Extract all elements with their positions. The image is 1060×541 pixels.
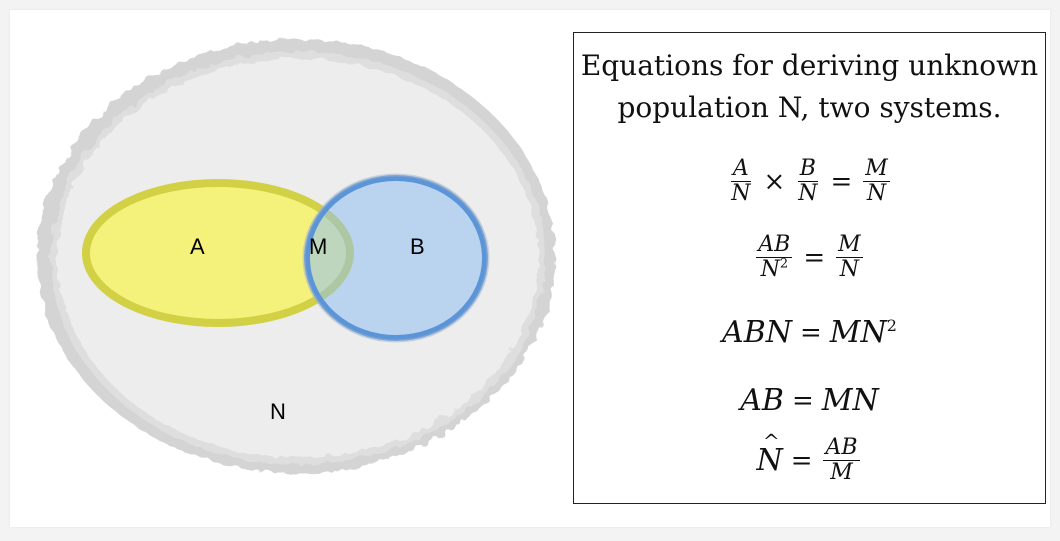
equations-box: Equations for deriving unknown populatio… (573, 32, 1046, 504)
lhs: AB (740, 383, 784, 418)
numerator: AB (756, 232, 793, 258)
numerator: A (730, 156, 751, 182)
exponent: 2 (779, 256, 789, 272)
figure: A M B N Equations for deriving unknown p… (10, 10, 1050, 527)
n-hat: N (756, 443, 782, 478)
numerator: M (863, 156, 890, 182)
equals-sign: = (791, 385, 814, 416)
base: N (760, 257, 780, 282)
equals-sign: = (803, 242, 826, 273)
denominator: N2 (759, 258, 791, 282)
equals-sign: = (830, 166, 853, 197)
equations-title: Equations for deriving unknown populatio… (580, 49, 1039, 124)
fraction-m-over-n: M N (836, 233, 863, 282)
equation-product: A N × B N = M N (574, 157, 1045, 206)
denominator: M (830, 460, 853, 485)
denominator: N (798, 181, 818, 206)
rhs: MN (821, 383, 879, 418)
fraction-ab-over-m: AB M (823, 435, 860, 485)
label-n: N (270, 399, 286, 424)
label-m: M (309, 234, 327, 259)
equals-sign: = (800, 317, 822, 348)
fraction-ab-over-n-squared: AB N2 (756, 232, 793, 282)
denominator: N (731, 181, 751, 206)
numerator: AB (823, 435, 860, 461)
equation-simplified: AB = MN (574, 383, 1045, 418)
rhs-base: MN (829, 315, 887, 350)
fraction-m-over-n: M N (863, 157, 890, 206)
fraction-b-over-n: B N (796, 157, 819, 206)
set-b-ellipse (302, 173, 490, 343)
label-b: B (410, 234, 425, 259)
times-sign: × (763, 166, 786, 197)
fraction-a-over-n: A N (729, 157, 752, 206)
lhs: ABN (722, 315, 792, 350)
denominator: N (866, 181, 887, 206)
exponent: 2 (886, 316, 897, 335)
equation-estimate: N = AB M (574, 436, 1045, 485)
venn-diagram: A M B N (37, 39, 555, 473)
numerator: B (797, 156, 818, 182)
numerator: M (836, 232, 863, 258)
equation-cross-multiplied: ABN = MN2 (574, 315, 1045, 350)
denominator: N (839, 257, 860, 282)
label-a: A (190, 234, 205, 259)
equation-ratio: AB N2 = M N (574, 233, 1045, 282)
rhs: MN2 (830, 315, 897, 350)
equals-sign: = (790, 445, 813, 476)
